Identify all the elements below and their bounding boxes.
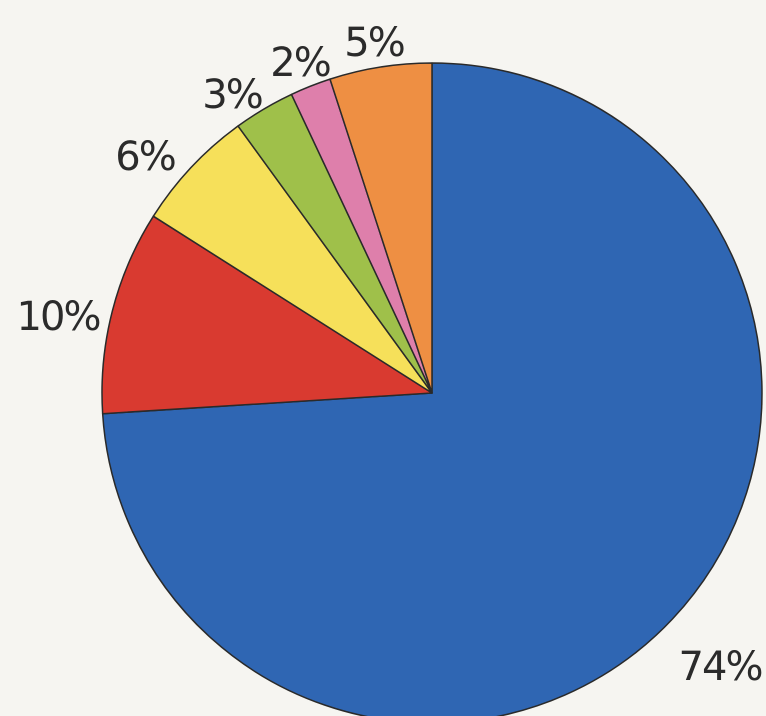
pie-slices: [101, 62, 763, 716]
slice-label-74: 74%: [679, 644, 762, 690]
slice-label-5: 5%: [344, 20, 403, 66]
slice-label-3: 3%: [202, 72, 261, 118]
slice-label-2: 2%: [270, 40, 329, 86]
slice-label-6: 6%: [115, 134, 174, 180]
pie-slice-6: [152, 125, 433, 394]
slice-label-10: 10%: [17, 294, 100, 340]
pie-labels: 74% 10% 6% 3%2% 5%: [17, 20, 764, 690]
pie-slice-5: [329, 62, 433, 394]
pie-slice-10: [101, 215, 433, 415]
